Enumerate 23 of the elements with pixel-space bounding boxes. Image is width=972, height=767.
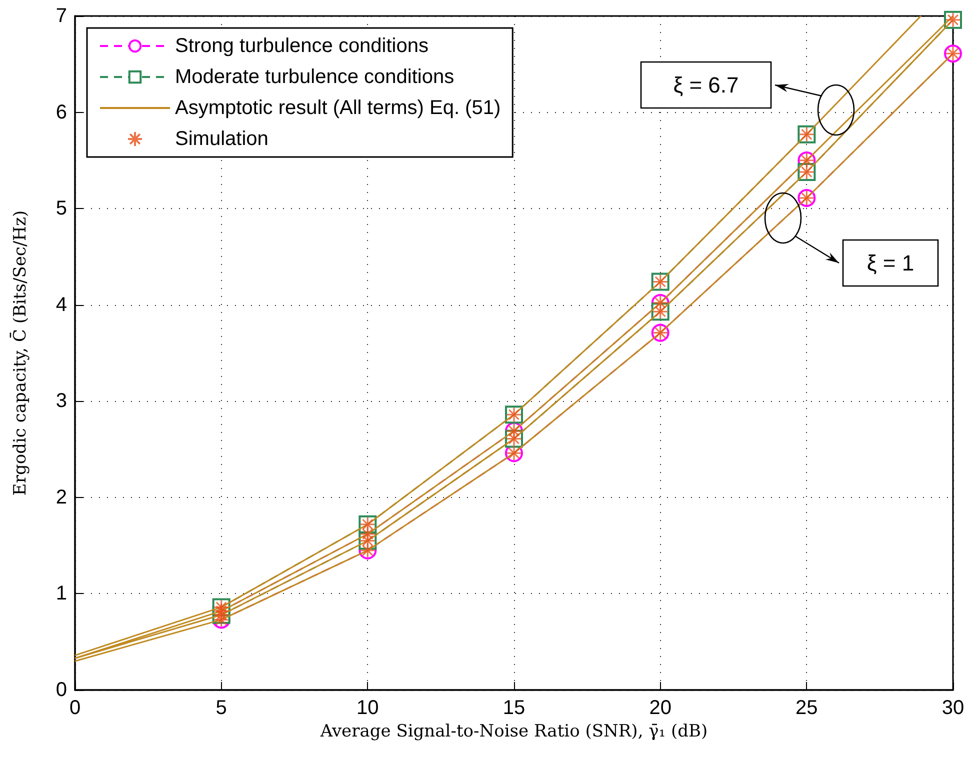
y-tick-label: 2 bbox=[56, 486, 67, 508]
legend-label: Moderate turbulence conditions bbox=[175, 66, 454, 88]
y-tick-label: 5 bbox=[56, 198, 67, 220]
y-tick-label: 6 bbox=[56, 101, 67, 124]
annotation: ξ = 6.7 bbox=[673, 72, 739, 98]
annotation: ξ = 1 bbox=[866, 250, 914, 276]
y-axis-title: Ergodic capacity, C̄ (Bits/Sec/Hz) bbox=[9, 210, 30, 496]
x-tick-label: 15 bbox=[502, 697, 526, 719]
x-axis-title: Average Signal-to-Noise Ratio (SNR), γ̄₁ (dB) bbox=[319, 721, 708, 742]
x-tick-label: 20 bbox=[649, 697, 672, 719]
y-tick-label: 7 bbox=[56, 5, 67, 27]
y-tick-label: 4 bbox=[56, 294, 67, 316]
x-tick-label: 5 bbox=[216, 697, 227, 719]
y-tick-label: 0 bbox=[56, 679, 67, 701]
y-tick-label: 3 bbox=[56, 390, 67, 412]
legend-label: Strong turbulence conditions bbox=[175, 35, 428, 57]
legend-label: Simulation bbox=[175, 128, 268, 150]
x-tick-label: 0 bbox=[69, 697, 81, 719]
x-tick-label: 30 bbox=[942, 697, 964, 719]
y-tick-label: 1 bbox=[56, 582, 67, 605]
legend-label: Asymptotic result (All terms) Eq. (51) bbox=[175, 97, 501, 119]
x-tick-label: 10 bbox=[356, 697, 379, 719]
x-tick-label: 25 bbox=[796, 697, 818, 719]
